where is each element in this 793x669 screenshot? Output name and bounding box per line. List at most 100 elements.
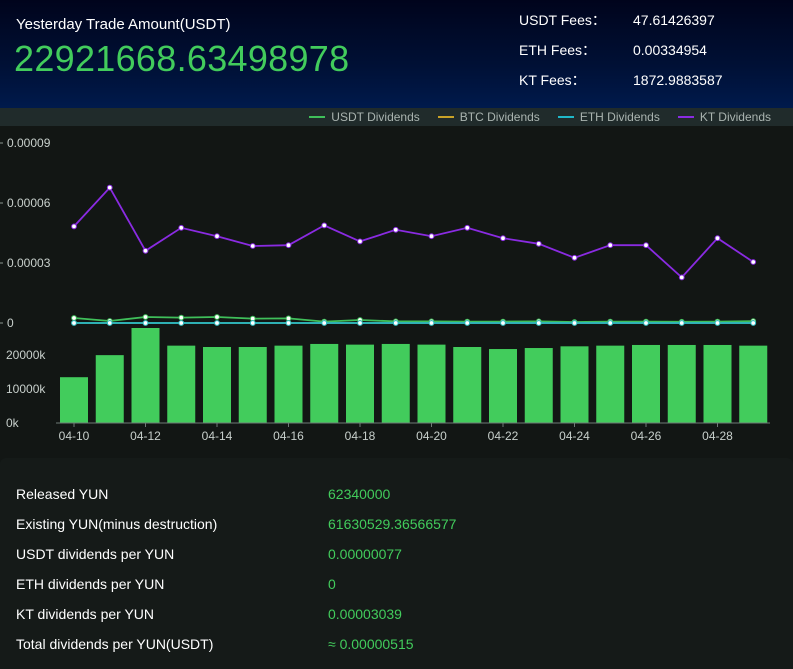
x-tick-label: 04-28	[702, 429, 733, 443]
data-point	[321, 222, 328, 229]
trade-bar	[703, 344, 732, 423]
series-line-kt	[73, 186, 754, 279]
fee-label: KT Fees：	[519, 72, 586, 88]
data-point	[178, 314, 185, 321]
trade-bar	[596, 345, 625, 423]
legend-swatch-usdt	[309, 116, 326, 118]
data-point	[71, 315, 77, 321]
data-point	[214, 320, 220, 326]
legend-item-usdt[interactable]: USDT Dividends	[309, 110, 420, 124]
trade-bar	[417, 344, 446, 423]
data-point	[607, 242, 614, 249]
legend-label: USDT Dividends	[331, 110, 420, 124]
data-point	[142, 314, 149, 320]
trade-bar	[346, 344, 374, 423]
trade-bar	[310, 343, 339, 423]
data-point	[428, 320, 435, 326]
data-point	[178, 320, 185, 326]
trade-amount-label: Yesterday Trade Amount(USDT)	[16, 16, 231, 33]
y2-tick-label: 20000k	[6, 348, 46, 362]
stats-panel: Released YUN 62340000 Existing YUN(minus…	[0, 458, 793, 669]
data-point	[535, 240, 542, 247]
data-point	[750, 320, 757, 326]
trade-bar	[632, 344, 660, 423]
y-tick-label: 0.00003	[7, 256, 51, 270]
legend-swatch-kt	[677, 116, 694, 118]
legend-item-eth[interactable]: ETH Dividends	[557, 110, 660, 124]
data-point	[678, 320, 685, 326]
chart-legend: USDT Dividends BTC Dividends ETH Dividen…	[291, 108, 771, 126]
x-tick-label: 04-18	[345, 429, 376, 443]
data-point	[643, 242, 649, 249]
legend-label: BTC Dividends	[459, 110, 540, 124]
legend-bar	[0, 108, 793, 126]
fee-label: USDT Fees：	[519, 12, 606, 28]
data-point	[106, 320, 113, 326]
x-tick-label: 04-10	[59, 429, 90, 443]
data-point	[750, 259, 757, 265]
x-tick-label: 04-26	[631, 429, 662, 443]
x-tick-label: 04-20	[416, 429, 447, 443]
data-point	[214, 233, 220, 240]
data-point	[142, 320, 149, 326]
stat-value: 0.00003039	[328, 606, 402, 622]
data-point	[714, 320, 721, 326]
data-point	[500, 320, 506, 326]
stat-value: 0	[328, 576, 336, 592]
y2-tick-label: 10000k	[6, 382, 46, 396]
data-point	[535, 320, 542, 326]
trade-bar	[95, 355, 124, 423]
fee-value: 47.61426397	[633, 12, 715, 28]
trade-bar	[667, 344, 696, 423]
data-point	[428, 233, 435, 240]
y-tick-label: 0.00009	[7, 136, 51, 150]
data-point	[71, 223, 77, 230]
fee-label: ETH Fees：	[519, 42, 597, 58]
legend-item-btc[interactable]: BTC Dividends	[437, 110, 540, 124]
stat-label: Existing YUN(minus destruction)	[16, 516, 218, 532]
trade-bar	[453, 347, 482, 423]
legend-item-kt[interactable]: KT Dividends	[677, 110, 771, 124]
stat-label: USDT dividends per YUN	[16, 546, 175, 562]
data-point	[214, 314, 220, 320]
data-point	[106, 184, 113, 191]
stat-value: ≈ 0.00000515	[328, 636, 414, 652]
trade-bar	[203, 347, 231, 423]
fee-row-kt: KT Fees： 1872.9883587	[519, 70, 723, 90]
fee-row-usdt: USDT Fees： 47.61426397	[519, 10, 715, 30]
data-point	[178, 224, 185, 231]
data-point	[285, 320, 292, 326]
trade-bar	[560, 346, 589, 423]
fee-value: 0.00334954	[633, 42, 707, 58]
dividends-chart: 0.00009 0.00006 0.00003 0 20000k 10000k 0k 04-1…	[0, 136, 770, 443]
data-point	[678, 274, 685, 281]
trade-bar	[167, 345, 196, 423]
legend-label: KT Dividends	[699, 110, 771, 124]
fee-value: 1872.9883587	[633, 72, 723, 88]
data-point	[357, 238, 363, 245]
data-point	[714, 235, 721, 242]
data-point	[249, 320, 256, 326]
data-point	[464, 224, 471, 231]
data-point	[464, 320, 471, 326]
y-tick-label: 0.00006	[7, 196, 51, 210]
data-point	[285, 242, 292, 249]
data-point	[321, 320, 328, 326]
fee-row-eth: ETH Fees： 0.00334954	[519, 40, 707, 60]
trade-bar	[274, 345, 303, 423]
stat-value: 62340000	[328, 486, 391, 502]
data-point	[571, 254, 578, 261]
trade-bar	[131, 328, 160, 423]
stat-label: Total dividends per YUN(USDT)	[16, 636, 214, 652]
x-tick-label: 04-24	[559, 429, 590, 443]
trade-amount-value: 22921668.63498978	[14, 38, 350, 79]
data-point	[500, 235, 506, 242]
legend-label: ETH Dividends	[579, 110, 660, 124]
series-line-usdt	[73, 316, 754, 323]
trade-bar	[524, 348, 553, 423]
data-point	[607, 320, 614, 326]
data-point	[357, 320, 363, 326]
data-point	[392, 320, 399, 326]
trade-bar	[739, 345, 768, 423]
stat-label: ETH dividends per YUN	[16, 576, 165, 592]
